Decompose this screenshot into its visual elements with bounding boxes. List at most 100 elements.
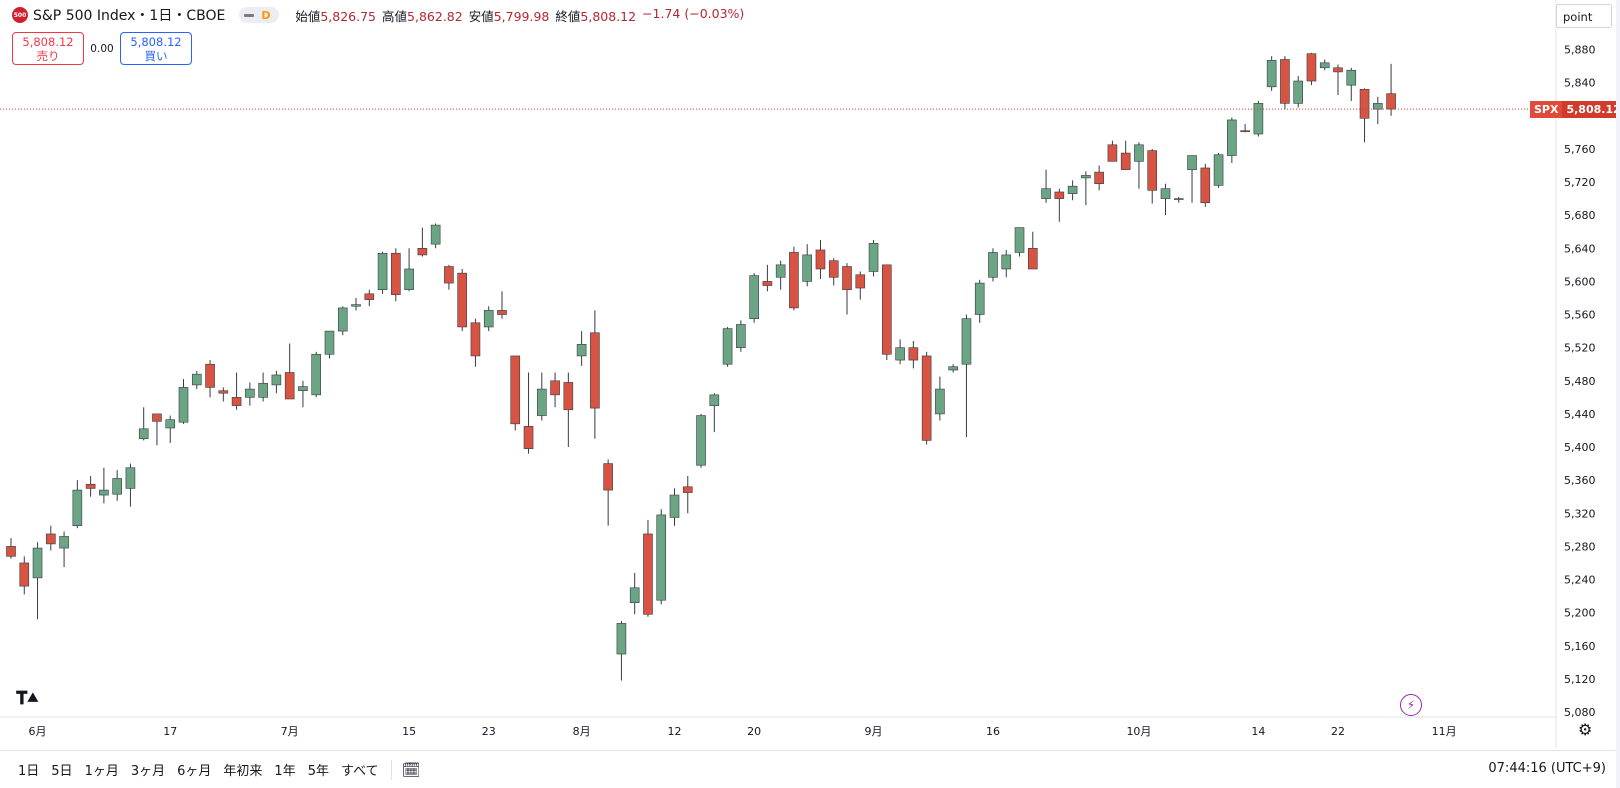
candle-body bbox=[948, 366, 958, 371]
range-button[interactable]: 1年 bbox=[274, 764, 296, 779]
candle bbox=[948, 364, 958, 373]
close-value: 5,808.12 bbox=[580, 8, 637, 24]
change-value: −1.74 (−0.03%) bbox=[642, 5, 745, 21]
candle bbox=[762, 264, 773, 292]
chart-legend: 500 S&P 500 Index・1日・CBOE D 始値5,826.75 高… bbox=[12, 6, 744, 24]
candle-body bbox=[815, 249, 826, 270]
candle-body bbox=[510, 355, 521, 425]
calendar-icon[interactable]: 🗓 bbox=[401, 760, 421, 779]
candle-body bbox=[444, 266, 454, 284]
candle bbox=[258, 372, 268, 402]
range-selector: 1日 5日 1ヶ月 3ヶ月 6ヶ月 年初来 1年 5年 すべて bbox=[12, 760, 385, 779]
range-button[interactable]: 1ヶ月 bbox=[84, 764, 119, 779]
candle bbox=[1253, 100, 1264, 137]
candle-body bbox=[430, 224, 441, 245]
candle bbox=[1293, 76, 1303, 108]
candle bbox=[1014, 227, 1025, 257]
candle-body bbox=[497, 310, 507, 315]
candle-body bbox=[988, 252, 998, 278]
candle-body bbox=[112, 478, 122, 495]
candle-body bbox=[656, 514, 667, 601]
range-button[interactable]: 5日 bbox=[51, 764, 73, 779]
x-tick-label: 16 bbox=[986, 725, 1000, 738]
y-tick-label: 5,480 bbox=[1564, 375, 1596, 388]
candle bbox=[457, 268, 467, 332]
tradingview-logo-icon[interactable]: 𝐓⯅ bbox=[16, 688, 40, 709]
candle bbox=[590, 310, 600, 439]
candle bbox=[99, 467, 109, 504]
candle bbox=[775, 260, 786, 290]
candle-body bbox=[842, 266, 852, 290]
candle-body bbox=[1120, 152, 1131, 170]
candles-layer bbox=[6, 52, 1396, 681]
point-box[interactable]: point bbox=[1556, 4, 1612, 28]
symbol-logo-icon[interactable]: 500 bbox=[12, 7, 28, 23]
candle bbox=[1333, 64, 1343, 96]
candle bbox=[364, 289, 375, 307]
candle-body bbox=[391, 252, 401, 295]
range-button[interactable]: 3ヶ月 bbox=[130, 764, 166, 779]
range-button[interactable]: すべて bbox=[340, 764, 379, 779]
candle-body bbox=[882, 264, 892, 355]
candle-body bbox=[99, 489, 109, 496]
candle bbox=[988, 248, 998, 282]
candle bbox=[112, 470, 122, 501]
candle bbox=[510, 355, 521, 431]
range-button[interactable]: 6ヶ月 bbox=[177, 764, 212, 779]
candle bbox=[616, 620, 627, 681]
candle-body bbox=[1280, 59, 1290, 104]
range-button[interactable]: 年初来 bbox=[223, 764, 263, 779]
candle bbox=[72, 480, 83, 529]
candle bbox=[46, 525, 56, 551]
candle-body bbox=[1107, 144, 1118, 162]
y-tick-label: 5,680 bbox=[1564, 209, 1596, 222]
candle bbox=[1227, 117, 1237, 164]
y-tick-label: 5,200 bbox=[1564, 607, 1596, 620]
candle bbox=[1359, 88, 1370, 143]
minus-icon bbox=[244, 13, 255, 17]
symbol-title[interactable]: S&P 500 Index・1日・CBOE bbox=[33, 8, 226, 24]
candle-body bbox=[802, 254, 813, 282]
candle-body bbox=[178, 387, 189, 423]
range-button[interactable]: 5年 bbox=[307, 764, 329, 779]
candle-body bbox=[483, 310, 494, 328]
candle-body bbox=[284, 372, 295, 400]
sell-button[interactable]: 5,808.12 売り bbox=[12, 32, 84, 65]
candle bbox=[1147, 148, 1158, 204]
interval-pill[interactable]: D bbox=[239, 7, 280, 23]
y-tick-label: 5,560 bbox=[1564, 309, 1596, 322]
candle bbox=[789, 246, 799, 311]
candle-body bbox=[961, 318, 972, 365]
candle-body bbox=[696, 415, 706, 466]
buy-label: 買い bbox=[144, 48, 168, 63]
close-label: 終値 bbox=[555, 8, 581, 24]
gear-icon[interactable]: ⚙ bbox=[1578, 720, 1593, 739]
candle-body bbox=[1054, 191, 1065, 199]
candle bbox=[417, 227, 428, 257]
clock[interactable]: 07:44:16 (UTC+9) bbox=[1488, 761, 1606, 776]
y-tick-label: 5,280 bbox=[1564, 540, 1596, 553]
candle-body bbox=[1200, 167, 1211, 204]
candle-body bbox=[1346, 69, 1357, 86]
candle bbox=[722, 326, 733, 367]
candle bbox=[1173, 196, 1184, 203]
candle-body bbox=[470, 322, 481, 357]
candle-body bbox=[311, 353, 322, 396]
candle bbox=[1067, 180, 1078, 201]
lightning-icon[interactable]: ⚡ bbox=[1400, 694, 1422, 716]
candle bbox=[165, 415, 176, 443]
candle bbox=[1094, 165, 1104, 191]
candle-body bbox=[908, 347, 919, 361]
x-tick-label: 10月 bbox=[1126, 725, 1151, 738]
buy-button[interactable]: 5,808.12 買い bbox=[120, 32, 192, 65]
candle bbox=[191, 370, 202, 390]
candle bbox=[1240, 124, 1250, 133]
candle bbox=[351, 297, 361, 311]
candle-body bbox=[231, 397, 242, 406]
candle bbox=[205, 360, 215, 398]
candle bbox=[1120, 140, 1131, 170]
candle-body bbox=[682, 486, 693, 493]
candle-body bbox=[1041, 188, 1051, 199]
range-button[interactable]: 1日 bbox=[18, 764, 40, 779]
